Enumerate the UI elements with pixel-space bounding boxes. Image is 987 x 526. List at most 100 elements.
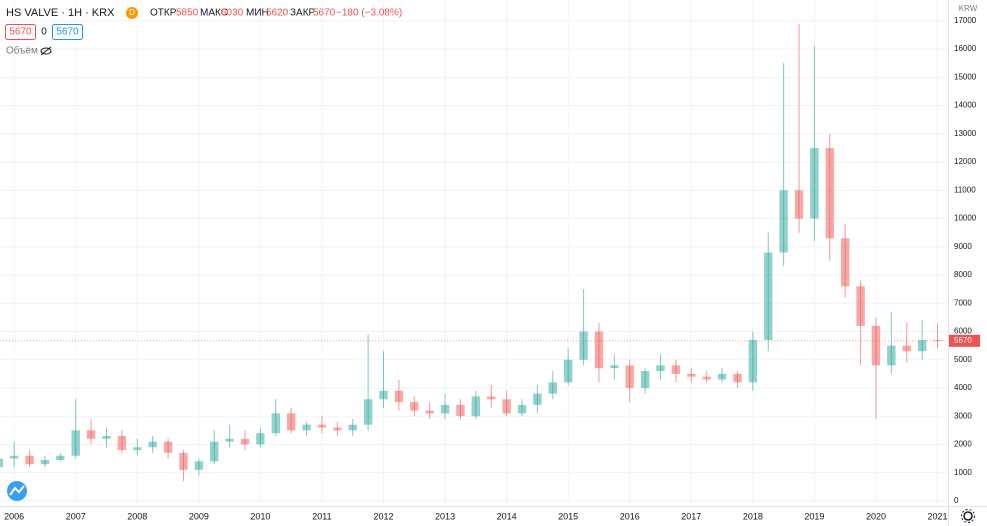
close: 5670: [313, 8, 336, 19]
candle-body: [717, 373, 727, 380]
bid-box[interactable]: [5, 24, 36, 40]
y-tick-label: 5000: [954, 355, 972, 364]
y-tick-label: 3000: [954, 411, 972, 420]
last-price-box: [949, 334, 980, 347]
spread: 0: [41, 27, 47, 38]
candle-body: [394, 390, 404, 403]
candle-body: [9, 455, 19, 459]
y-tick-label: 8000: [954, 270, 972, 279]
logo[interactable]: [7, 481, 27, 501]
candle-body: [86, 430, 96, 439]
x-tick-label: 2015: [558, 511, 578, 521]
ask[interactable]: 5670: [56, 27, 79, 38]
candle-body: [517, 404, 527, 414]
candle-body: [0, 458, 3, 468]
candle-body: [902, 345, 911, 352]
candle-body: [702, 376, 711, 380]
candle-body: [764, 252, 773, 340]
y-tick-label: 17000: [954, 16, 977, 25]
y-tick-label: 4000: [954, 383, 972, 392]
open-label: ОТКР: [150, 8, 177, 19]
x-tick-label: 2008: [127, 511, 147, 521]
candle-body: [548, 382, 557, 394]
candle-body: [917, 339, 927, 352]
candle-body: [210, 441, 219, 462]
high: 6030: [221, 8, 244, 19]
candle-body: [502, 399, 511, 414]
candle-body: [856, 286, 865, 326]
candle-body: [825, 147, 835, 239]
y-tick-label: 0: [954, 496, 959, 505]
y-tick-label: 16000: [954, 44, 977, 53]
candle-body: [148, 441, 157, 448]
candle-body: [794, 190, 804, 219]
candle-body: [225, 438, 234, 442]
candle-body: [256, 433, 265, 445]
symbol: HS VALVE · 1H · KRX: [6, 7, 115, 19]
candle-body: [625, 365, 634, 388]
ask-box[interactable]: [52, 24, 83, 40]
open: 5850: [176, 8, 199, 19]
candle-body: [56, 455, 65, 460]
x-tick-label: 2020: [866, 511, 886, 521]
x-tick-label: 2013: [435, 511, 455, 521]
candle-body: [471, 396, 481, 417]
candle-body: [102, 435, 111, 439]
candle-body: [179, 452, 188, 470]
bid[interactable]: 5670: [9, 27, 32, 38]
y-tick-label: 1000: [954, 468, 972, 477]
y-axis-label: KRW: [959, 4, 978, 13]
candle-body: [410, 402, 419, 411]
x-tick-label: 2011: [312, 511, 331, 521]
y-tick-label: 10000: [954, 214, 977, 223]
candle-body: [563, 359, 573, 383]
x-tick-label: 2010: [250, 511, 270, 521]
y-tick-label: 14000: [954, 101, 977, 110]
x-tick-label: 2012: [373, 511, 393, 521]
candle-body: [640, 371, 650, 388]
settings-icon[interactable]: [961, 509, 975, 523]
x-tick-label: 2006: [4, 511, 24, 521]
candle-body: [579, 331, 588, 360]
candle-body: [671, 365, 681, 374]
low: 5620: [266, 8, 289, 19]
candle-body: [933, 339, 942, 341]
candle-body: [286, 413, 296, 431]
badge: D: [129, 8, 135, 17]
candle-body: [840, 238, 850, 287]
candle-body: [533, 393, 542, 405]
volume-label: Объём: [6, 45, 38, 57]
y-tick-label: 6000: [954, 327, 972, 336]
candle-body: [25, 455, 34, 465]
candle-body: [71, 430, 80, 456]
candle-body: [379, 390, 388, 400]
y-tick-label: 13000: [954, 129, 977, 138]
close-label: ЗАКР: [290, 8, 316, 19]
candle-body: [456, 404, 465, 417]
x-tick-label: 2017: [681, 511, 701, 521]
candle-body: [440, 404, 450, 414]
candle-body: [40, 459, 50, 465]
y-tick-label: 11000: [954, 185, 976, 194]
candle-body: [594, 331, 604, 369]
candle-body: [748, 339, 758, 383]
x-tick-label: 2007: [66, 511, 86, 521]
candle-body: [117, 435, 127, 451]
x-tick-label: 2009: [189, 511, 209, 521]
candle-body: [194, 461, 204, 470]
candle-body: [425, 410, 434, 414]
candle-body: [133, 447, 142, 451]
x-tick-label: 2019: [804, 511, 824, 521]
change: −180 (−3.08%): [336, 8, 402, 19]
x-tick-label: 2018: [743, 511, 763, 521]
candle-body: [810, 147, 819, 219]
candle-body: [887, 345, 896, 366]
badge-bg: [126, 7, 138, 19]
low-label: МИН: [246, 8, 269, 19]
candle-body: [871, 325, 881, 366]
hide-icon[interactable]: [40, 46, 52, 56]
candle-body: [317, 424, 327, 428]
candle-body: [687, 373, 696, 377]
